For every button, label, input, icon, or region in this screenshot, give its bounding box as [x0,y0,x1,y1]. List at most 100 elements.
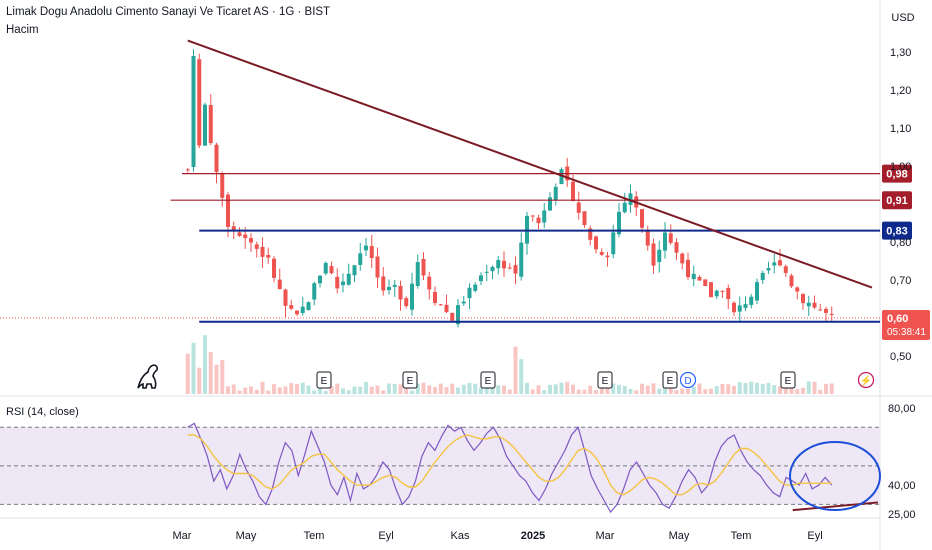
time-tick-label: Mar [173,530,192,542]
volume-bar [444,386,449,394]
volume-bar [749,381,754,394]
event-marker-label: E [485,376,492,387]
volume-bar [456,387,460,394]
candle-body [387,286,391,291]
volume-bar [594,390,598,394]
candle-body [272,258,276,278]
volume-bar [617,384,621,394]
volume-bar [231,384,236,394]
volume-bar [565,381,570,394]
candle-body [743,304,748,308]
candle-body [410,283,414,310]
last-price-box [882,310,930,340]
candle-body [668,233,673,243]
volume-bar [254,389,259,394]
candle-body [617,211,621,235]
time-tick-label: Tem [304,530,325,542]
candle-body [208,105,213,144]
time-tick-label: Eyl [807,530,822,542]
earnings-marker[interactable] [780,371,796,389]
candle-body [697,276,702,281]
earnings-marker[interactable] [402,371,418,389]
rsi-label[interactable]: RSI (14, close) [6,406,79,418]
volume-bars [185,335,834,394]
volume-bar [714,386,719,394]
volume-bar [766,382,771,394]
candle-body [283,289,288,306]
candle-body [237,232,242,236]
candle-body [341,281,345,286]
volume-bar [387,383,391,394]
volume-bar [691,387,696,394]
currency-button[interactable]: USD [891,12,915,24]
volume-bar [415,383,420,394]
candle-body [467,287,472,299]
volume-bar [680,388,685,394]
volume-bar [335,383,340,394]
volume-bar [507,389,512,394]
volume-bar [398,384,403,394]
volume-bar [249,386,253,394]
volume-bar [726,384,731,394]
time-tick-label: May [236,530,257,542]
volume-bar [737,382,742,394]
volume-bar [806,381,811,394]
candle-body [369,245,374,259]
earnings-marker[interactable] [597,371,613,389]
level-label-box [882,191,912,210]
volume-bar [438,383,443,394]
volume-bar [599,387,604,394]
earnings-marker[interactable] [662,371,678,389]
candle-body [778,260,782,266]
candle-body [461,301,466,304]
symbol-title[interactable]: Limak Dogu Anadolu Cimento Sanayi Ve Tic… [6,6,331,18]
earnings-marker[interactable] [316,371,332,389]
split-marker[interactable] [857,371,875,389]
candle-body [657,249,662,263]
candle-body [404,298,409,307]
candle-body [433,291,437,303]
volume-bar [214,364,219,394]
volume-bar [226,386,230,394]
volume-bar [732,385,736,394]
candle-body [824,308,828,313]
volume-bar [352,386,357,394]
earnings-marker[interactable] [480,371,496,389]
candle-body [749,296,754,305]
candle-body [588,228,593,240]
candle-body [513,265,518,274]
volume-bar [812,381,817,394]
volume-bar [559,382,564,394]
price-tick-label: 1,30 [890,47,911,59]
rsi-divergence-line[interactable] [792,501,879,512]
volume-bar [358,386,363,394]
dividend-marker[interactable] [679,371,697,389]
rsi-series-ma [187,434,832,496]
candles [185,49,834,328]
volume-bar [686,388,690,394]
candle-body [306,302,311,311]
candle-body [829,314,834,316]
volume-bar [576,389,581,394]
candle-body [502,260,506,269]
candle-body [548,197,552,211]
rsi-tick-label: 40,00 [888,480,916,492]
candle-body [254,244,259,249]
candle-body [249,238,253,243]
descending-trendline[interactable] [187,39,873,289]
highlight-circle[interactable] [789,441,881,511]
volume-bar [530,389,535,394]
candle-body [300,306,305,314]
candle-body [289,305,294,309]
rsi-tick-label: 25,00 [888,509,916,521]
volume-bar [674,390,679,394]
candle-body [559,169,564,185]
candle-body [243,234,248,239]
volume-bar [628,388,633,394]
candle-body [571,181,575,201]
time-tick-label: Eyl [378,530,393,542]
volume-bar [427,385,432,394]
candle-body [530,215,535,217]
volume-bar [778,386,782,394]
volume-bar [824,383,828,394]
